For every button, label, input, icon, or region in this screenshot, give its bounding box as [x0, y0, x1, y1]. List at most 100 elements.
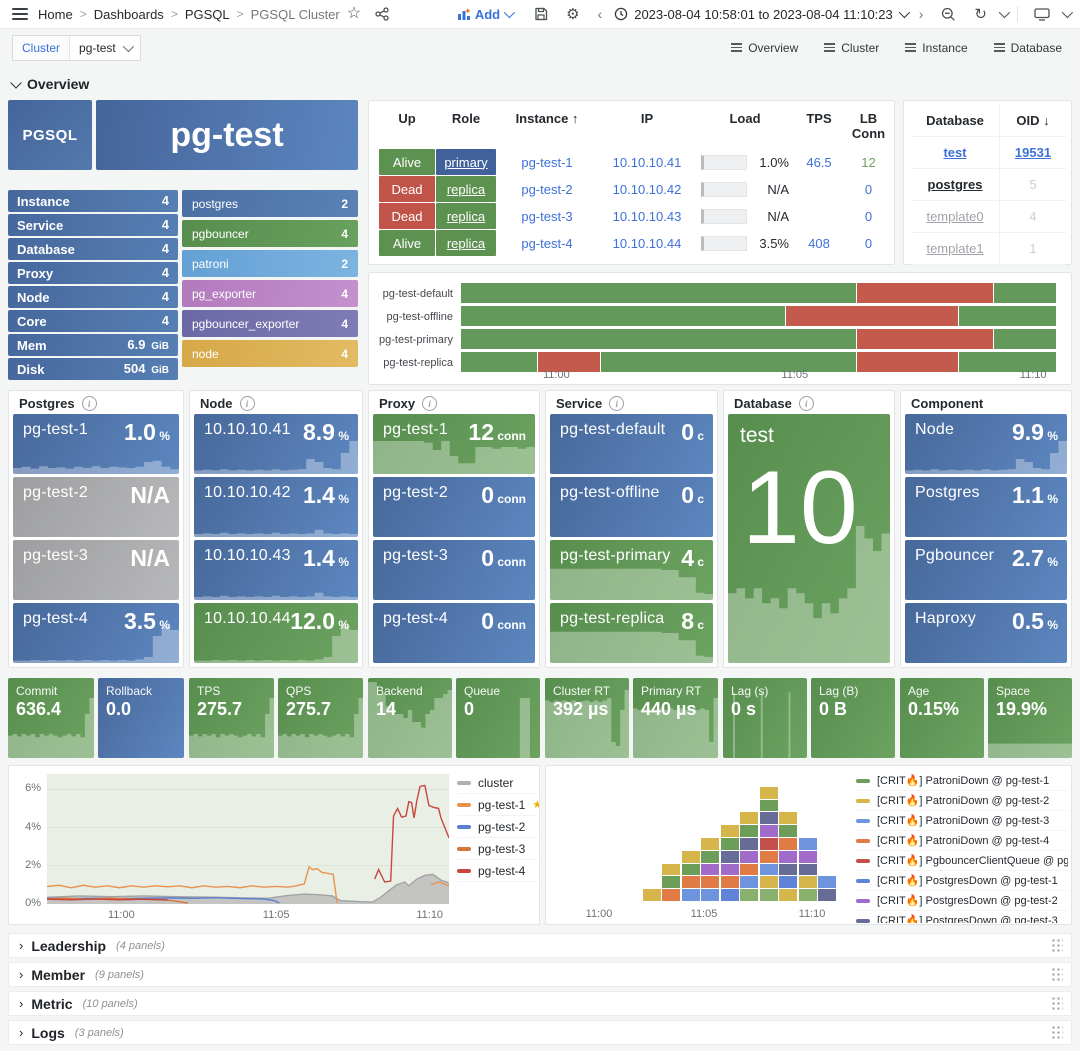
- share-icon[interactable]: [375, 7, 389, 21]
- collapsed-row-leadership[interactable]: › Leadership (4 panels): [8, 933, 1072, 958]
- component-count-row[interactable]: pgbouncer 4: [182, 220, 358, 247]
- dashboard-link-database[interactable]: Database: [993, 41, 1062, 55]
- metric-tile[interactable]: Pgbouncer 2.7 %: [905, 540, 1067, 600]
- column-header[interactable]: Up: [398, 111, 416, 126]
- cluster-variable-dropdown[interactable]: pg-test: [70, 40, 140, 55]
- breadcrumb-item[interactable]: PGSQL: [184, 6, 230, 22]
- tv-mode-chevron[interactable]: [1061, 6, 1074, 19]
- collapsed-row-metric[interactable]: › Metric (10 panels): [8, 991, 1072, 1016]
- column-header[interactable]: Database: [926, 113, 984, 128]
- metric-tile[interactable]: pg-test-4 3.5 %: [13, 603, 179, 663]
- drag-handle-icon[interactable]: [1051, 967, 1063, 982]
- time-forward-icon[interactable]: ›: [918, 6, 924, 22]
- role-cell[interactable]: replica: [436, 230, 496, 256]
- alert-legend-item[interactable]: [CRIT🔥] PatroniDown @ pg-test-4: [856, 831, 1068, 851]
- collapsed-row-logs[interactable]: › Logs (3 panels): [8, 1020, 1072, 1045]
- column-header[interactable]: LB Conn: [851, 111, 886, 141]
- stat-tile-rollback[interactable]: Rollback 0.0: [98, 678, 184, 758]
- cluster-variable-label[interactable]: Cluster: [13, 35, 71, 60]
- panel-title[interactable]: Service i: [556, 396, 625, 411]
- alert-legend-item[interactable]: [CRIT🔥] PostgresDown @ pg-test-2: [856, 891, 1068, 911]
- instance-link[interactable]: pg-test-3: [521, 208, 573, 224]
- legend-item[interactable]: pg-test-2: [457, 816, 537, 838]
- role-cell[interactable]: replica: [436, 176, 496, 202]
- stat-tile-space[interactable]: Space 19.9%: [988, 678, 1072, 758]
- metric-tile[interactable]: 10.10.10.41 8.9 %: [194, 414, 358, 474]
- refresh-icon[interactable]: ↻: [974, 6, 987, 23]
- cluster-stat-row[interactable]: Proxy 4: [8, 262, 178, 284]
- metric-tile[interactable]: pg-test-offline 0 c: [550, 477, 713, 537]
- alert-legend-item[interactable]: [CRIT🔥] PatroniDown @ pg-test-3: [856, 811, 1068, 831]
- component-count-row[interactable]: postgres 2: [182, 190, 358, 217]
- dashboard-link-cluster[interactable]: Cluster: [824, 41, 879, 55]
- dashboard-link-overview[interactable]: Overview: [731, 41, 798, 55]
- role-cell[interactable]: replica: [436, 203, 496, 229]
- menu-icon[interactable]: [12, 8, 28, 20]
- metric-tile[interactable]: pg-test-2 0 conn: [373, 477, 535, 537]
- cluster-stat-row[interactable]: Node 4: [8, 286, 178, 308]
- metric-tile[interactable]: Node 9.9 %: [905, 414, 1067, 474]
- breadcrumb-item[interactable]: Home: [38, 6, 73, 22]
- star-icon[interactable]: ☆: [346, 5, 362, 22]
- stat-tile-qps[interactable]: QPS 275.7: [278, 678, 363, 758]
- database-link[interactable]: test: [943, 145, 967, 160]
- column-header[interactable]: TPS: [806, 111, 832, 126]
- alert-legend-item[interactable]: [CRIT🔥] PgbouncerClientQueue @ pg-test-1: [856, 851, 1068, 871]
- metric-tile[interactable]: pg-test-3 N/A: [13, 540, 179, 600]
- ip-link[interactable]: 10.10.10.43: [612, 208, 682, 224]
- add-button[interactable]: Add: [457, 7, 516, 22]
- stat-tile-tps[interactable]: TPS 275.7: [189, 678, 274, 758]
- stat-tile-queue[interactable]: Queue 0: [456, 678, 540, 758]
- legend-item[interactable]: pg-test-1 ★: [457, 794, 539, 816]
- role-cell[interactable]: primary: [436, 149, 496, 175]
- ip-link[interactable]: 10.10.10.41: [612, 154, 682, 170]
- database-link[interactable]: postgres: [927, 177, 983, 192]
- column-header[interactable]: Instance ↑: [515, 111, 579, 126]
- cluster-stat-row[interactable]: Instance 4: [8, 190, 178, 212]
- stat-tile-lag-s-[interactable]: Lag (s) 0 s: [723, 678, 807, 758]
- legend-item[interactable]: pg-test-4: [457, 860, 537, 882]
- component-count-row[interactable]: patroni 2: [182, 250, 358, 277]
- ip-link[interactable]: 10.10.10.42: [612, 181, 682, 197]
- panel-title[interactable]: Component: [911, 396, 983, 411]
- panel-title[interactable]: Node i: [200, 396, 255, 411]
- legend-item[interactable]: cluster: [457, 772, 537, 794]
- overview-row-toggle[interactable]: Overview: [10, 76, 89, 92]
- component-count-row[interactable]: pg_exporter 4: [182, 280, 358, 307]
- oid-value[interactable]: 19531: [999, 137, 1066, 168]
- cluster-stat-row[interactable]: Core 4: [8, 310, 178, 332]
- cluster-name-banner[interactable]: pg-test: [96, 100, 358, 170]
- save-icon[interactable]: [528, 7, 554, 21]
- instance-link[interactable]: pg-test-4: [521, 235, 573, 251]
- breadcrumb-item[interactable]: PGSQL Cluster: [250, 6, 340, 22]
- metric-tile[interactable]: pg-test-1 1.0 %: [13, 414, 179, 474]
- metric-tile[interactable]: 10.10.10.42 1.4 %: [194, 477, 358, 537]
- instance-link[interactable]: pg-test-1: [521, 154, 573, 170]
- column-header[interactable]: IP: [640, 111, 654, 126]
- metric-tile[interactable]: pg-test-primary 4 c: [550, 540, 713, 600]
- panel-title[interactable]: Postgres i: [19, 396, 97, 411]
- cluster-stat-row[interactable]: Service 4: [8, 214, 178, 236]
- drag-handle-icon[interactable]: [1051, 1025, 1063, 1040]
- alert-legend-item[interactable]: [CRIT🔥] PostgresDown @ pg-test-1: [856, 871, 1068, 891]
- refresh-interval-chevron[interactable]: [998, 6, 1011, 19]
- component-count-row[interactable]: pgbouncer_exporter 4: [182, 310, 358, 337]
- collapsed-row-member[interactable]: › Member (9 panels): [8, 962, 1072, 987]
- metric-tile[interactable]: pg-test-4 0 conn: [373, 603, 535, 663]
- metric-tile[interactable]: pg-test-replica 8 c: [550, 603, 713, 663]
- drag-handle-icon[interactable]: [1051, 938, 1063, 953]
- alert-legend-item[interactable]: [CRIT🔥] PatroniDown @ pg-test-1: [856, 771, 1068, 791]
- column-header[interactable]: Load: [729, 111, 761, 126]
- legend-item[interactable]: pg-test-3: [457, 838, 537, 860]
- dashboard-link-instance[interactable]: Instance: [905, 41, 968, 55]
- tv-mode-icon[interactable]: [1028, 7, 1056, 21]
- alert-legend-item[interactable]: [CRIT🔥] PatroniDown @ pg-test-2: [856, 791, 1068, 811]
- zoom-out-icon[interactable]: [935, 7, 962, 22]
- stat-tile-backend[interactable]: Backend 14: [368, 678, 452, 758]
- metric-tile[interactable]: Postgres 1.1 %: [905, 477, 1067, 537]
- column-header[interactable]: OID ↓: [999, 105, 1066, 136]
- stat-tile-primary-rt[interactable]: Primary RT 440 µs: [633, 678, 718, 758]
- panel-title[interactable]: Proxy i: [379, 396, 438, 411]
- database-big-tile[interactable]: test 10: [728, 414, 890, 663]
- database-link[interactable]: template0: [926, 209, 984, 224]
